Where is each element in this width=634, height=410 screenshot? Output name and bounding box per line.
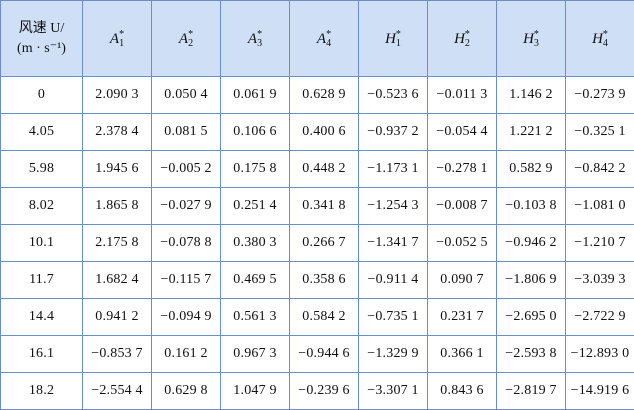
value-cell: 0.106 6: [221, 114, 290, 151]
value-cell: −1.254 3: [359, 188, 428, 225]
value-cell: −1.806 9: [497, 262, 566, 299]
value-cell: −0.944 6: [290, 336, 359, 373]
value-cell: −0.094 9: [152, 299, 221, 336]
value-cell: 0.628 9: [290, 77, 359, 114]
value-cell: −0.325 1: [566, 114, 634, 151]
value-cell: 0.061 9: [221, 77, 290, 114]
value-cell: −0.008 7: [428, 188, 497, 225]
value-cell: −1.173 1: [359, 151, 428, 188]
value-cell: 0.582 9: [497, 151, 566, 188]
value-cell: 1.945 6: [83, 151, 152, 188]
wind-speed-header-line2: (m · s⁻¹): [1, 39, 82, 59]
value-cell: −2.695 0: [497, 299, 566, 336]
wind-speed-cell: 14.4: [1, 299, 83, 336]
value-cell: −0.115 7: [152, 262, 221, 299]
header-row: 风速 U/ (m · s⁻¹) A1*A2*A3*A4*H1*H2*H3*H4*: [1, 1, 634, 77]
wind-speed-cell: 0: [1, 77, 83, 114]
wind-speed-cell: 16.1: [1, 336, 83, 373]
value-cell: 0.584 2: [290, 299, 359, 336]
wind-speed-cell: 8.02: [1, 188, 83, 225]
column-header: A3*: [221, 1, 290, 77]
value-cell: 1.146 2: [497, 77, 566, 114]
value-cell: −0.946 2: [497, 225, 566, 262]
column-header: H2*: [428, 1, 497, 77]
value-cell: −0.937 2: [359, 114, 428, 151]
value-cell: −0.735 1: [359, 299, 428, 336]
value-cell: −0.523 6: [359, 77, 428, 114]
column-header: H4*: [566, 1, 634, 77]
value-cell: −3.039 3: [566, 262, 634, 299]
wind-speed-header: 风速 U/ (m · s⁻¹): [1, 1, 83, 77]
value-cell: −2.722 9: [566, 299, 634, 336]
value-cell: 0.380 3: [221, 225, 290, 262]
value-cell: 0.161 2: [152, 336, 221, 373]
value-cell: 0.967 3: [221, 336, 290, 373]
value-cell: −0.011 3: [428, 77, 497, 114]
value-cell: 0.090 7: [428, 262, 497, 299]
value-cell: 1.865 8: [83, 188, 152, 225]
wind-speed-header-line1: 风速 U/: [1, 19, 82, 39]
value-cell: −0.853 7: [83, 336, 152, 373]
value-cell: 0.469 5: [221, 262, 290, 299]
value-cell: 2.378 4: [83, 114, 152, 151]
value-cell: −0.273 9: [566, 77, 634, 114]
value-cell: 1.682 4: [83, 262, 152, 299]
value-cell: −0.054 4: [428, 114, 497, 151]
value-cell: 0.341 8: [290, 188, 359, 225]
value-cell: −0.278 1: [428, 151, 497, 188]
value-cell: −1.210 7: [566, 225, 634, 262]
value-cell: 0.448 2: [290, 151, 359, 188]
value-cell: −12.893 0: [566, 336, 634, 373]
value-cell: 2.175 8: [83, 225, 152, 262]
value-cell: −2.593 8: [497, 336, 566, 373]
value-cell: −1.341 7: [359, 225, 428, 262]
value-cell: 0.400 6: [290, 114, 359, 151]
value-cell: −1.081 0: [566, 188, 634, 225]
column-header: A2*: [152, 1, 221, 77]
value-cell: 0.251 4: [221, 188, 290, 225]
value-cell: 0.561 3: [221, 299, 290, 336]
wind-speed-cell: 4.05: [1, 114, 83, 151]
wind-speed-cell: 5.98: [1, 151, 83, 188]
value-cell: 2.090 3: [83, 77, 152, 114]
value-cell: 0.941 2: [83, 299, 152, 336]
value-cell: 0.081 5: [152, 114, 221, 151]
column-header: A1*: [83, 1, 152, 77]
wind-speed-cell: 11.7: [1, 262, 83, 299]
column-header: A4*: [290, 1, 359, 77]
value-cell: 0.366 1: [428, 336, 497, 373]
value-cell: −0.005 2: [152, 151, 221, 188]
value-cell: 0.175 8: [221, 151, 290, 188]
value-cell: −0.103 8: [497, 188, 566, 225]
value-cell: −0.911 4: [359, 262, 428, 299]
value-cell: 0.050 4: [152, 77, 221, 114]
value-cell: 0.266 7: [290, 225, 359, 262]
value-cell: −0.078 8: [152, 225, 221, 262]
value-cell: −0.842 2: [566, 151, 634, 188]
wind-speed-cell: 10.1: [1, 225, 83, 262]
value-cell: −1.329 9: [359, 336, 428, 373]
value-cell: 0.358 6: [290, 262, 359, 299]
value-cell: −0.052 5: [428, 225, 497, 262]
column-header: H3*: [497, 1, 566, 77]
value-cell: 0.231 7: [428, 299, 497, 336]
value-cell: 1.221 2: [497, 114, 566, 151]
column-header: H1*: [359, 1, 428, 77]
value-cell: −0.027 9: [152, 188, 221, 225]
